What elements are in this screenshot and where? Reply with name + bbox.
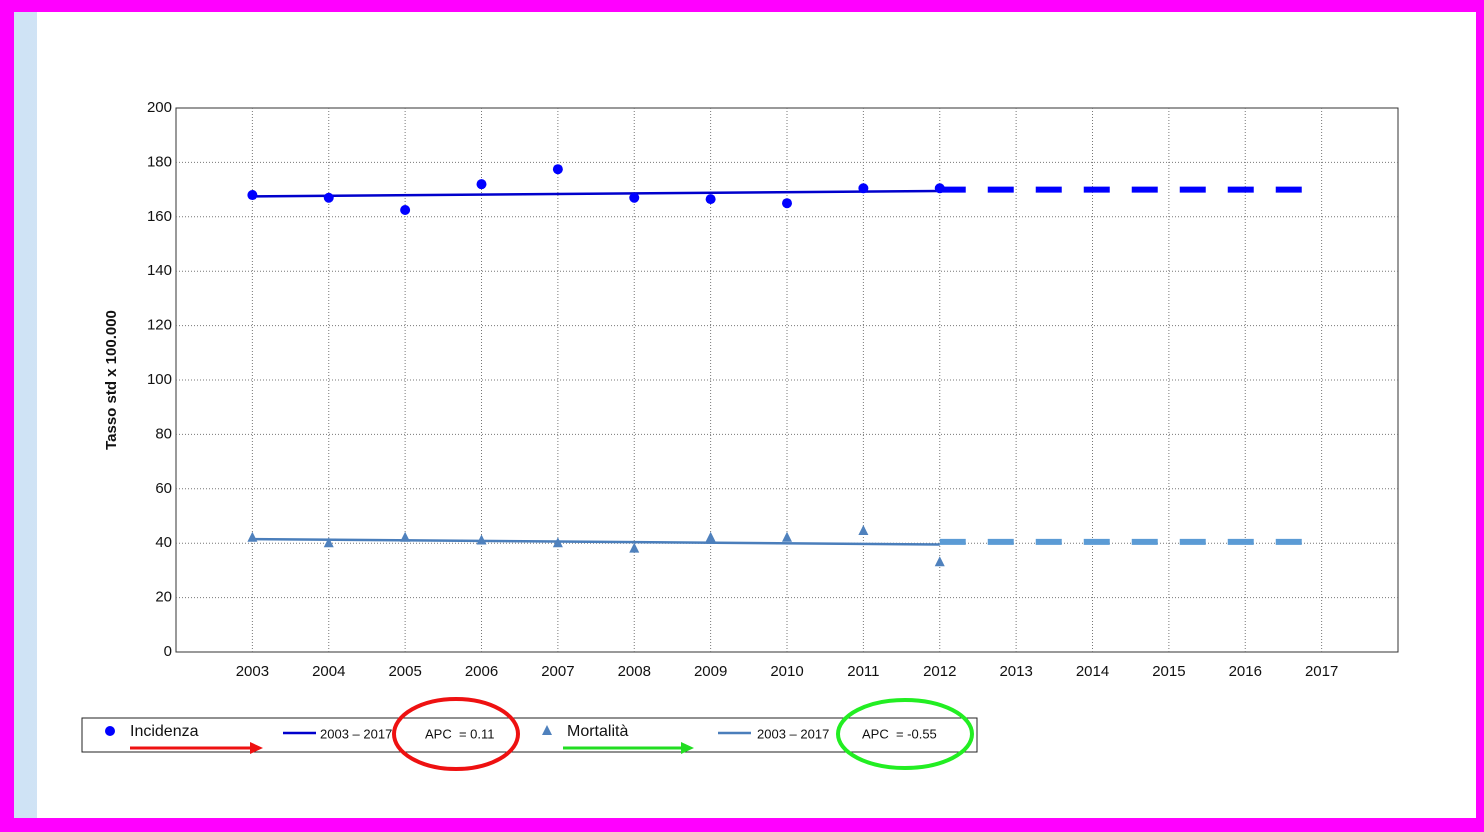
marks: 0 20 40 60 80 100 120 140 160 180 200 2003 2004 2005 2… (105, 99, 1398, 741)
green-ellipse (836, 698, 974, 770)
point (552, 164, 563, 175)
point (247, 531, 258, 542)
x-tick-label: 2009 (694, 663, 727, 680)
x-tick-label: 2006 (465, 663, 498, 680)
red-arrow-head (250, 742, 263, 754)
apc-annotation: APC = -0.55 (862, 726, 937, 741)
legend (81, 717, 978, 753)
x-tick-label: 2011 (847, 663, 879, 680)
y-tick-label: 20 (155, 589, 172, 606)
x-tick-label: 2003 (236, 663, 269, 680)
legend-label: 2003 – 2017 (320, 726, 392, 741)
red-ellipse (392, 697, 520, 771)
point (323, 537, 334, 548)
y-axis-title: Tasso std x 100.000 (103, 310, 120, 450)
x-tick-label: 2008 (618, 663, 651, 680)
y-tick-label: 60 (155, 480, 172, 497)
point (247, 190, 258, 201)
legend-marker (542, 725, 552, 735)
x-tick-label: 2010 (770, 663, 803, 680)
apc-annotation: APC = 0.11 (425, 726, 495, 741)
y-tick-label: 160 (147, 208, 172, 225)
x-tick-label: 2016 (1229, 663, 1262, 680)
point (552, 537, 563, 548)
point (476, 179, 487, 190)
y-tick-label: 200 (147, 99, 172, 116)
x-tick-label: 2015 (1152, 663, 1185, 680)
point (400, 531, 411, 542)
point (782, 198, 792, 209)
legend-label: 2003 – 2017 (757, 726, 829, 741)
trend-line (252, 189, 940, 198)
point (705, 194, 716, 205)
legend-marker (105, 726, 115, 736)
point (400, 205, 411, 215)
point (629, 542, 640, 553)
point (629, 192, 640, 203)
x-tick-label: 2007 (541, 663, 574, 680)
point (705, 531, 716, 542)
x-tick-label: 2017 (1305, 663, 1338, 680)
point (323, 192, 334, 203)
point (858, 524, 869, 535)
point (934, 556, 945, 567)
y-tick-label: 0 (164, 643, 172, 660)
x-tick-label: 2012 (923, 663, 956, 680)
slide (37, 12, 1476, 818)
y-tick-label: 100 (147, 371, 172, 388)
green-arrow-head (681, 742, 694, 754)
legend-label: Mortalità (567, 723, 628, 740)
point (476, 534, 487, 545)
point (934, 183, 945, 194)
x-tick-label: 2013 (999, 663, 1032, 680)
trend-line (252, 537, 940, 546)
x-tick-label: 2014 (1076, 663, 1109, 680)
y-tick-label: 40 (155, 534, 172, 551)
x-tick-label: 2005 (388, 663, 421, 680)
legend-label: Incidenza (130, 723, 199, 740)
y-tick-label: 140 (147, 262, 172, 279)
point (782, 531, 792, 542)
y-tick-label: 180 (147, 153, 172, 170)
y-tick-label: 80 (155, 425, 172, 442)
y-tick-label: 120 (147, 317, 172, 334)
point (858, 183, 869, 194)
x-tick-label: 2004 (312, 663, 345, 680)
